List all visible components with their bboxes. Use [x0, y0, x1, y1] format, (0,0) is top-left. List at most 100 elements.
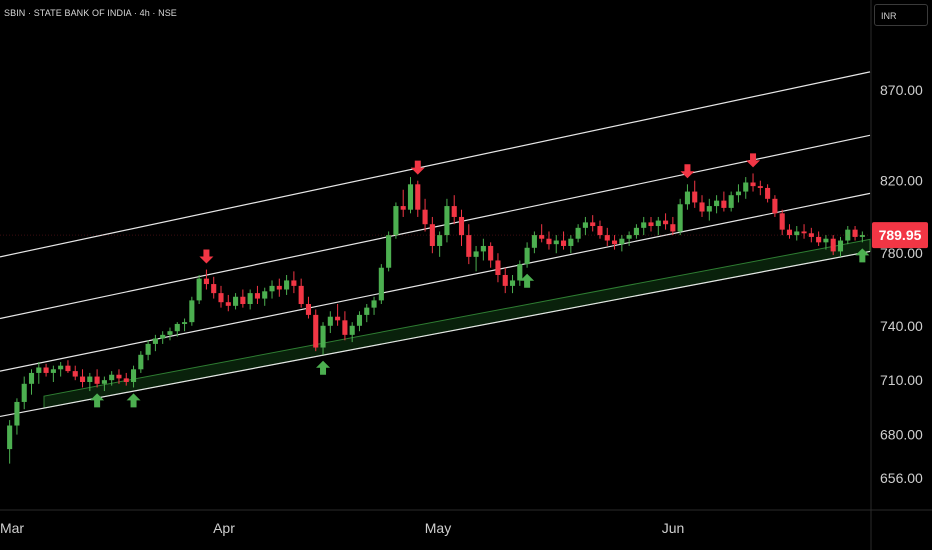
candle: [590, 215, 596, 232]
candle: [830, 235, 836, 256]
candle: [553, 235, 559, 254]
symbol-header: SBIN · STATE BANK OF INDIA · 4h · NSE: [4, 8, 177, 18]
candle: [182, 318, 188, 332]
buy-arrow-icon: [126, 393, 141, 408]
candle: [648, 216, 654, 232]
candle: [451, 195, 457, 225]
candle: [750, 173, 756, 192]
y-tick-label: 820.00: [880, 173, 923, 189]
candle: [36, 362, 42, 384]
sell-arrow-icon: [199, 249, 214, 264]
candle: [58, 362, 64, 377]
candle: [808, 227, 814, 243]
sell-arrow-icon: [746, 153, 761, 168]
candle: [152, 334, 158, 352]
candle: [706, 198, 712, 221]
candle: [422, 198, 428, 232]
channel-line-upper-mid: [0, 134, 871, 320]
candle: [539, 224, 545, 243]
candle: [429, 216, 435, 254]
candle: [262, 287, 268, 306]
buy-arrow-icon: [855, 248, 870, 263]
y-tick-label: 780.00: [880, 245, 923, 261]
candle: [400, 189, 406, 217]
candle: [28, 369, 35, 395]
y-tick-label: 740.00: [880, 318, 923, 334]
support-zone: [43, 238, 871, 409]
channel-line-lower-mid: [0, 192, 871, 372]
candle: [167, 327, 173, 341]
sell-arrow-icon: [410, 160, 425, 175]
candle: [699, 195, 705, 217]
candle: [495, 253, 501, 283]
candle: [568, 235, 574, 254]
candle: [633, 224, 639, 239]
candle: [109, 371, 115, 386]
candle: [342, 311, 348, 341]
candles: [7, 173, 865, 464]
candle: [677, 198, 683, 236]
candle: [291, 271, 297, 294]
candle: [560, 231, 567, 250]
candle: [604, 227, 610, 246]
candle: [276, 278, 282, 297]
candle: [138, 351, 144, 373]
candle: [327, 311, 333, 334]
candle: [735, 184, 742, 203]
candle: [79, 369, 86, 388]
candle: [247, 289, 253, 310]
x-tick-label: May: [425, 520, 451, 536]
candle: [116, 369, 122, 384]
candle: [488, 242, 494, 268]
candle: [298, 278, 304, 308]
candle: [816, 231, 822, 246]
candle: [509, 274, 516, 294]
candle: [211, 276, 217, 299]
candle: [87, 372, 93, 392]
y-tick-label: 710.00: [880, 372, 923, 388]
candle: [94, 369, 100, 388]
candle: [393, 202, 399, 239]
candle: [845, 226, 851, 245]
candle: [123, 372, 129, 386]
candle: [335, 304, 341, 326]
candle: [14, 398, 20, 435]
candle: [466, 224, 472, 265]
y-tick-label: 656.00: [880, 470, 923, 486]
candle: [837, 236, 844, 257]
y-tick-label: 680.00: [880, 427, 923, 443]
candle: [502, 267, 508, 294]
candle: [794, 226, 800, 241]
candle: [597, 220, 603, 239]
buy-arrow-icon: [316, 360, 331, 375]
candle: [233, 293, 239, 310]
candle: [7, 420, 13, 464]
candle: [517, 260, 523, 286]
channel-line-upper: [0, 71, 871, 258]
candle: [444, 198, 450, 243]
currency-button[interactable]: INR: [874, 4, 928, 26]
candle: [50, 365, 56, 382]
candle: [43, 363, 49, 377]
candle: [801, 224, 807, 239]
candle: [240, 289, 246, 308]
sell-arrow-icon: [680, 164, 695, 179]
candle: [663, 213, 669, 230]
candle: [174, 322, 180, 337]
candle: [356, 311, 363, 332]
candle: [765, 184, 771, 203]
candle: [626, 231, 632, 246]
candle: [371, 296, 377, 315]
support-band: [43, 238, 871, 409]
candle: [407, 177, 414, 214]
candle: [859, 231, 865, 243]
candle: [670, 216, 676, 236]
candle: [641, 216, 647, 236]
channel-line-support: [0, 250, 871, 418]
candle: [437, 231, 443, 257]
candle: [852, 226, 858, 241]
candle: [582, 216, 588, 236]
channel-lines: [0, 71, 871, 418]
